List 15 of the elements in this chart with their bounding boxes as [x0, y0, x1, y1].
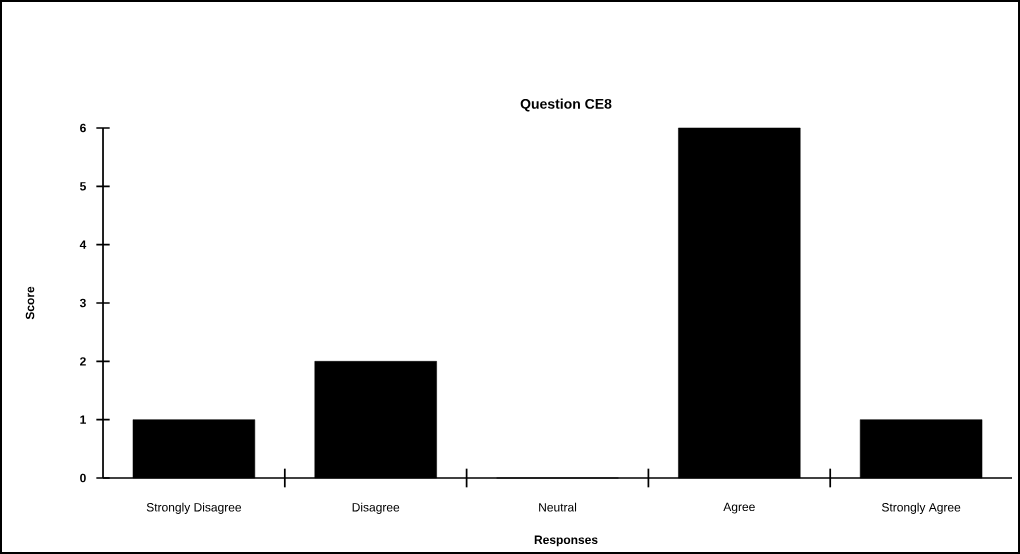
y-tick-label: 1: [80, 415, 86, 424]
x-tick-label: Strongly Agree: [881, 502, 961, 514]
y-tick-label: 5: [80, 182, 86, 191]
y-tick-label: 3: [79, 298, 86, 308]
x-tick-label: Strongly Disagree: [146, 502, 242, 514]
x-tick-label: Agree: [723, 502, 755, 514]
y-tick-label: 4: [79, 240, 87, 249]
x-tick-label: Neutral: [539, 502, 577, 512]
y-tick-label: 0: [80, 473, 86, 483]
y-tick-label: 2: [80, 357, 86, 366]
y-tick-label: 6: [80, 123, 86, 133]
x-tick-label: Disagree: [352, 502, 400, 514]
chart-title: Question CE8: [520, 98, 612, 112]
x-axis-title: Responses: [534, 535, 598, 547]
y-axis-title: Score: [25, 286, 35, 320]
